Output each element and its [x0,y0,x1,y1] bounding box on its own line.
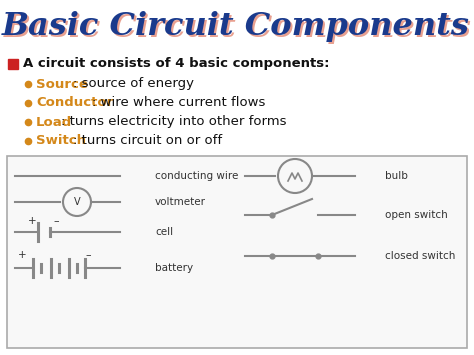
Text: –: – [53,216,59,226]
Text: closed switch: closed switch [385,251,456,261]
Bar [7,156,467,348]
Text: : source of energy: : source of energy [73,77,194,91]
Text: : turns circuit on or off: : turns circuit on or off [73,135,222,147]
Bar [8,59,18,69]
Text: V: V [73,197,80,207]
Text: Conductor: Conductor [36,97,113,109]
Text: +: + [27,216,36,226]
Text: Basic Circuit Components: Basic Circuit Components [2,11,470,43]
Text: voltmeter: voltmeter [155,197,206,207]
Text: –: – [85,250,91,260]
Text: conducting wire: conducting wire [155,171,238,181]
Text: : turns electricity into other forms: : turns electricity into other forms [61,115,286,129]
Text: : wire where current flows: : wire where current flows [92,97,265,109]
Text: Source: Source [36,77,88,91]
Text: open switch: open switch [385,210,448,220]
Text: A circuit consists of 4 basic components:: A circuit consists of 4 basic components… [23,58,329,71]
Text: Switch: Switch [36,135,86,147]
Text: Basic Circuit Components: Basic Circuit Components [4,13,472,44]
Text: cell: cell [155,227,173,237]
Text: +: + [18,250,27,260]
Text: bulb: bulb [385,171,408,181]
Text: Load: Load [36,115,72,129]
Text: battery: battery [155,263,193,273]
